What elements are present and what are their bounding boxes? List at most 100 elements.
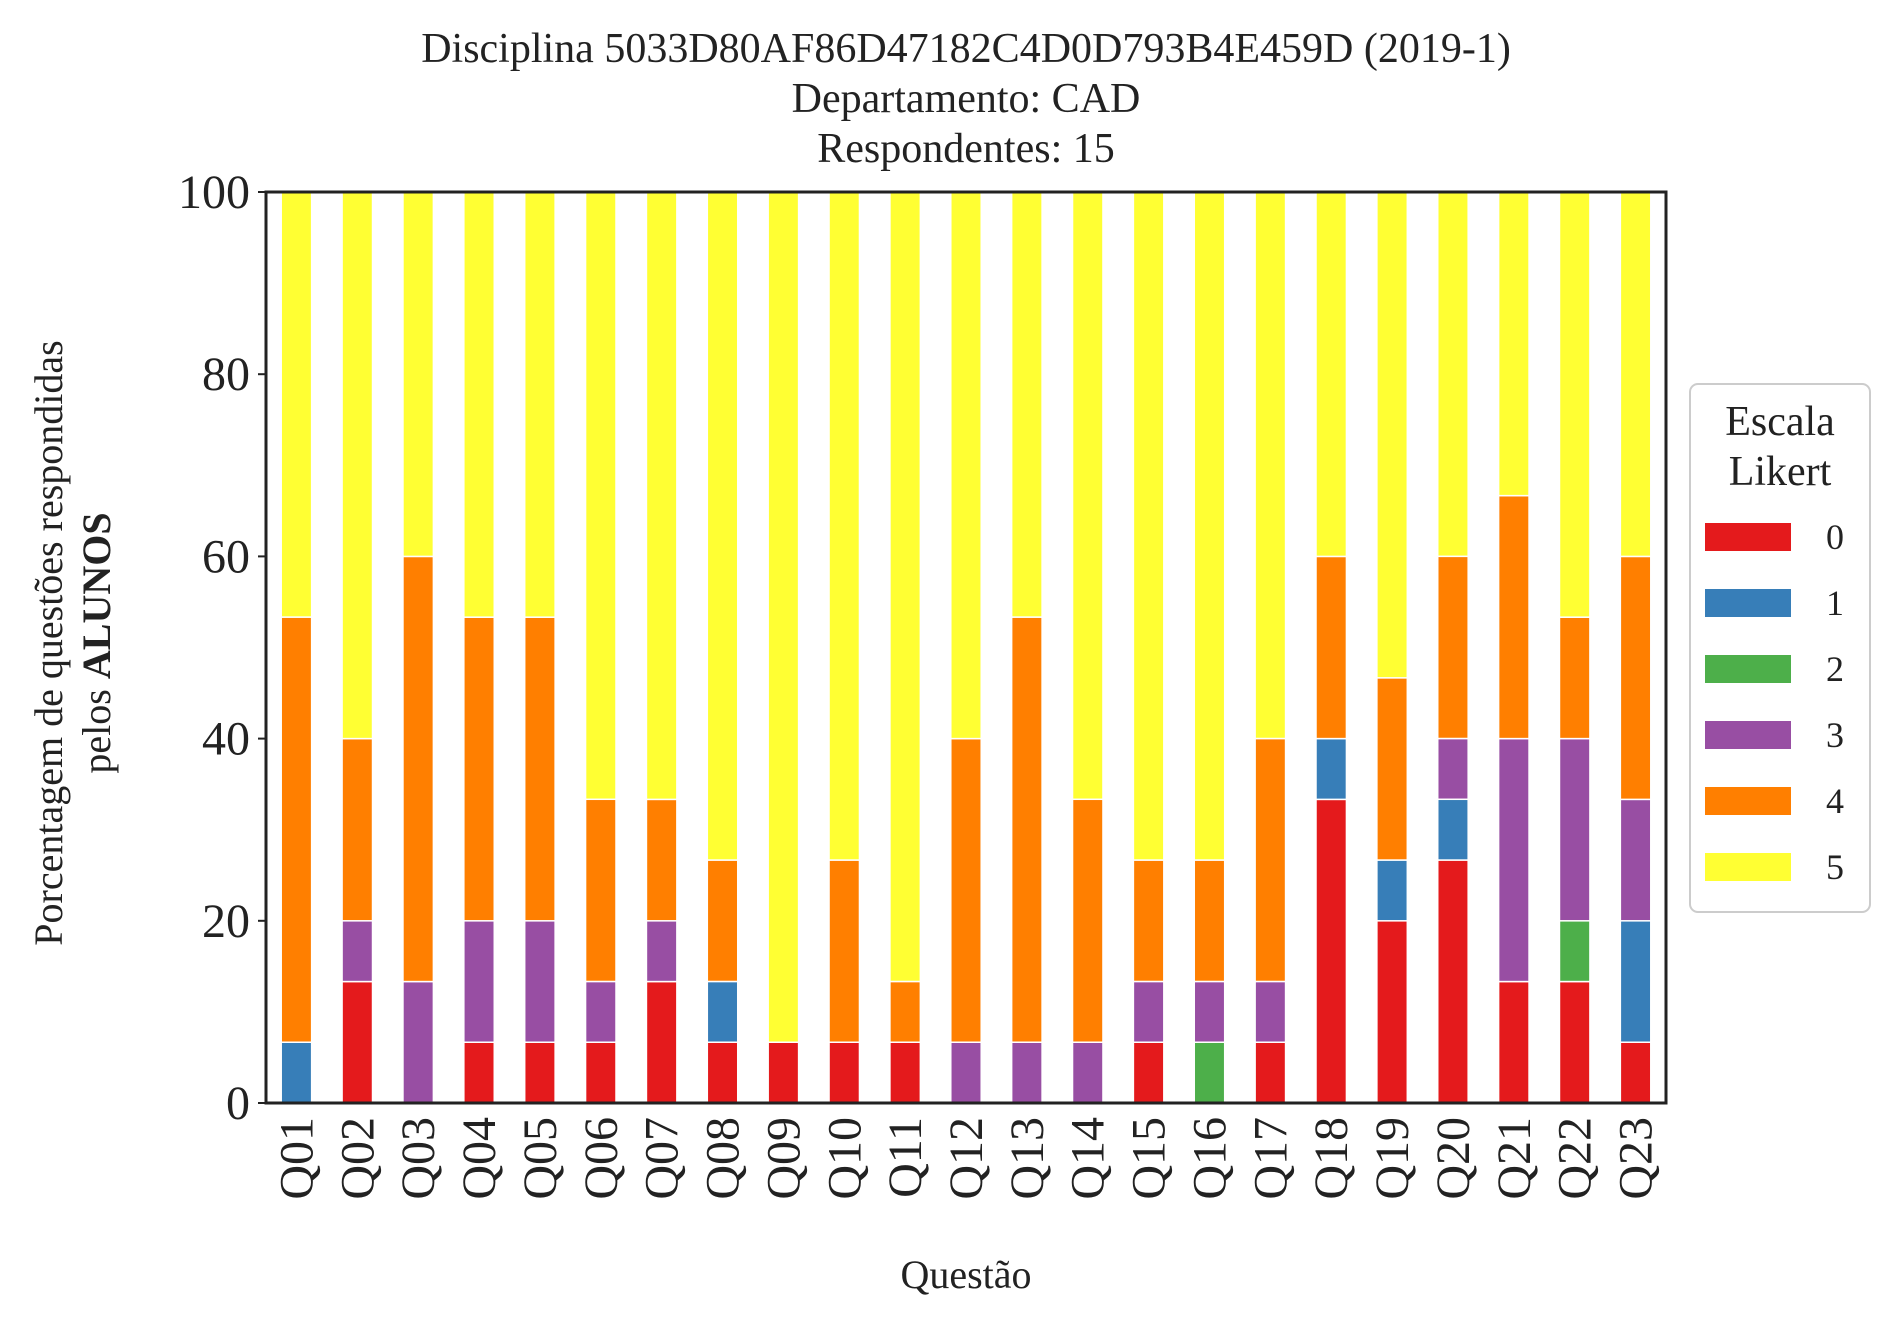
bar-segment-q19-level-1 [1376, 859, 1409, 922]
bar-segment-q02-level-0 [341, 980, 374, 1104]
bar-segment-q23-level-5 [1619, 191, 1652, 558]
bar-segment-q01-level-1 [280, 1041, 313, 1104]
x-tick-label-q20: Q20 [1427, 1117, 1480, 1200]
bar-segment-q08-level-5 [706, 191, 739, 861]
chart-title-line-2: Departamento: CAD [792, 76, 1141, 122]
bar-segment-q21-level-5 [1497, 191, 1530, 497]
bar-segment-q07-level-0 [645, 980, 678, 1104]
chart-title: Disciplina 5033D80AF86D47182C4D0D793B4E4… [421, 26, 1511, 172]
x-tick-label-q08: Q08 [697, 1117, 750, 1200]
y-axis-label-bold: ALUNOS [74, 512, 119, 679]
chart-title-line-1: Disciplina 5033D80AF86D47182C4D0D793B4E4… [421, 26, 1511, 72]
bar-segment-q22-level-4 [1558, 616, 1591, 740]
bar-segment-q07-level-4 [645, 798, 678, 922]
bar-segment-q22-level-0 [1558, 980, 1591, 1104]
legend-swatch-5 [1705, 853, 1791, 881]
bar-segment-q04-level-3 [463, 920, 496, 1043]
legend: Escala Likert 0 1 2 3 4 5 [1689, 383, 1871, 913]
bar-segment-q04-level-0 [463, 1041, 496, 1104]
bar-segment-q02-level-5 [341, 191, 374, 740]
x-tick-label-q17: Q17 [1244, 1117, 1297, 1200]
bar-segment-q14-level-5 [1071, 191, 1104, 801]
x-tick-label-q01: Q01 [270, 1117, 323, 1200]
bar-segment-q04-level-5 [463, 191, 496, 618]
bar-segment-q12-level-4 [950, 737, 982, 1043]
bars-layer [280, 191, 1652, 1104]
bar-segment-q16-level-4 [1193, 859, 1226, 983]
bar-segment-q01-level-4 [280, 616, 313, 1043]
x-tick-label-q06: Q06 [575, 1117, 628, 1200]
legend-label-1: 1 [1826, 583, 1844, 623]
bar-segment-q16-level-2 [1193, 1041, 1226, 1104]
x-tick-label-q03: Q03 [392, 1117, 445, 1200]
bar-segment-q23-level-1 [1619, 920, 1652, 1043]
bar-segment-q11-level-0 [889, 1041, 922, 1104]
bar-segment-q20-level-5 [1436, 191, 1469, 558]
legend-swatch-4 [1705, 787, 1791, 815]
bar-segment-q01-level-5 [280, 191, 313, 618]
bar-segment-q12-level-5 [950, 191, 982, 740]
bar-segment-q16-level-3 [1193, 980, 1226, 1043]
x-tick-label-q16: Q16 [1183, 1117, 1236, 1200]
bar-segment-q18-level-1 [1315, 737, 1348, 801]
bar-segment-q15-level-3 [1132, 980, 1165, 1043]
bar-segment-q17-level-5 [1254, 191, 1287, 740]
bar-segment-q23-level-3 [1619, 798, 1652, 922]
bar-segment-q13-level-5 [1010, 191, 1043, 618]
bar-segment-q17-level-0 [1254, 1041, 1287, 1104]
bar-segment-q10-level-0 [828, 1041, 861, 1104]
bar-segment-q06-level-3 [584, 980, 617, 1043]
x-tick-label-q23: Q23 [1610, 1117, 1663, 1200]
bar-segment-q05-level-5 [523, 191, 556, 618]
bar-segment-q10-level-4 [828, 859, 861, 1043]
legend-label-0: 0 [1826, 517, 1844, 557]
y-axis-label: Porcentagem de questões respondidas pelo… [26, 340, 119, 945]
bar-segment-q22-level-2 [1558, 920, 1591, 983]
y-axis-label-line-2: pelos ALUNOS [74, 512, 119, 773]
bar-segment-q14-level-4 [1071, 798, 1104, 1043]
x-tick-label-q19: Q19 [1366, 1117, 1419, 1200]
x-tick-label-q12: Q12 [940, 1117, 993, 1200]
bar-segment-q03-level-3 [402, 980, 435, 1104]
bar-segment-q21-level-3 [1497, 737, 1530, 983]
bar-segment-q22-level-3 [1558, 737, 1591, 922]
bar-segment-q12-level-3 [950, 1041, 982, 1104]
bar-segment-q15-level-0 [1132, 1041, 1165, 1104]
bar-segment-q11-level-4 [889, 980, 922, 1043]
bar-segment-q15-level-4 [1132, 859, 1165, 983]
plot-frame [264, 190, 1668, 1105]
legend-swatch-0 [1705, 523, 1791, 551]
legend-label-2: 2 [1826, 649, 1844, 689]
x-tick-label-q04: Q04 [453, 1117, 506, 1200]
bar-segment-q20-level-4 [1436, 555, 1469, 740]
bar-segment-q18-level-4 [1315, 555, 1348, 740]
bar-segment-q13-level-3 [1010, 1041, 1043, 1104]
y-tick-label-0: 0 [226, 1077, 250, 1130]
bar-segment-q21-level-4 [1497, 494, 1530, 740]
y-tick-label-40: 40 [202, 713, 250, 766]
x-tick-label-q22: Q22 [1549, 1117, 1602, 1200]
bar-segment-q06-level-0 [584, 1041, 617, 1104]
bar-segment-q13-level-4 [1010, 616, 1043, 1043]
bar-segment-q20-level-0 [1436, 859, 1469, 1104]
x-axis-label: Questão [900, 1252, 1031, 1297]
bar-segment-q07-level-5 [645, 191, 678, 801]
y-tick-label-20: 20 [202, 895, 250, 948]
bar-segment-q02-level-3 [341, 920, 374, 983]
bar-segment-q23-level-4 [1619, 555, 1652, 801]
x-tick-label-q15: Q15 [1123, 1117, 1176, 1200]
bar-segment-q18-level-5 [1315, 191, 1348, 558]
bar-segment-q02-level-4 [341, 737, 374, 922]
bar-segment-q11-level-5 [889, 191, 922, 983]
bar-segment-q14-level-3 [1071, 1041, 1104, 1104]
bar-segment-q06-level-5 [584, 191, 617, 801]
bar-segment-q10-level-5 [828, 191, 861, 861]
bar-segment-q06-level-4 [584, 798, 617, 983]
bar-segment-q21-level-0 [1497, 980, 1530, 1104]
y-ticks: 0 20 40 60 80 100 [178, 166, 266, 1130]
bar-segment-q05-level-3 [523, 920, 556, 1043]
x-tick-label-q05: Q05 [514, 1117, 567, 1200]
legend-swatch-1 [1705, 589, 1791, 617]
bar-segment-q09-level-0 [767, 1041, 800, 1104]
